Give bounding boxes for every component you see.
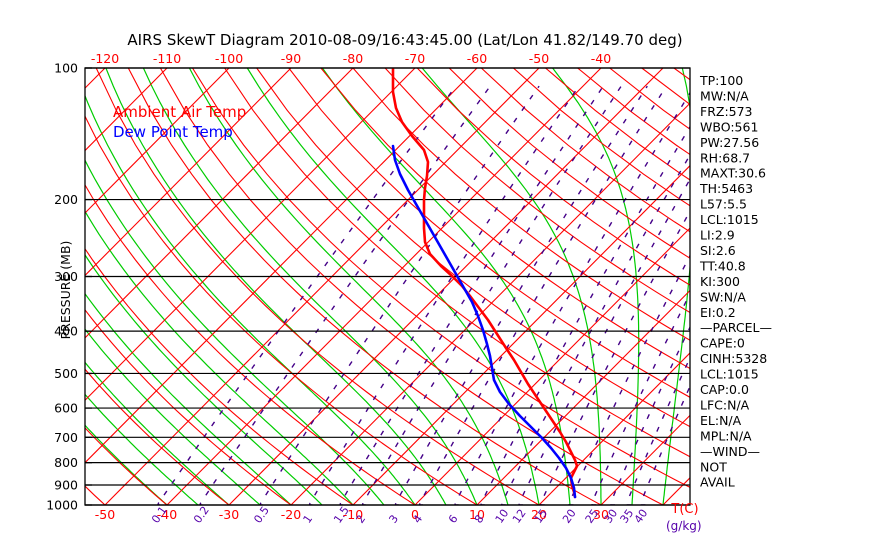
stats-item: LCL:1015 [700,367,759,382]
stats-item: CAPE:0 [700,336,745,351]
stats-item: AVAIL [700,475,735,490]
stats-item: LCL:1015 [700,212,759,227]
pressure-tick: 700 [54,430,78,445]
stats-item: MAXT:30.6 [700,166,766,181]
mixing-ratio-tick: 0.2 [191,504,212,526]
page-title: AIRS SkewT Diagram 2010-08-09/16:43:45.0… [127,31,683,49]
mixing-ratio-lines [157,85,690,505]
temp-tick-bottom: -20 [281,507,301,522]
stats-panel: TP:100MW:N/AFRZ:573WBO:561PW:27.56RH:68.… [699,73,772,490]
pressure-tick: 500 [54,366,78,381]
temp-tick-bottom: -40 [157,507,177,522]
pressure-axis-ticks: 100 200 300 400 500 600 700 800 900 1000 [46,61,92,513]
mixing-ratio-tick: 10 [493,507,512,526]
temp-tick-top: -40 [591,51,611,66]
temp-axis-bottom-ticks: -50 -40 -30 -20 -10 0 10 20 30 [95,507,609,522]
isotherm-lines [85,68,690,505]
temp-tick-top: -120 [91,51,119,66]
temperature-curve [391,68,579,499]
temp-tick-bottom: 20 [531,507,547,522]
pressure-tick: 400 [54,324,78,339]
stats-item: WBO:561 [700,119,758,134]
plot-frame [84,67,691,506]
temp-tick-top: -90 [281,51,301,66]
pressure-tick: 300 [54,269,78,284]
stats-item: FRZ:573 [700,104,753,119]
mixing-ratio-tick: 1 [301,513,316,526]
temp-tick-bottom: -30 [219,507,239,522]
stats-item: KI:300 [700,274,740,289]
stats-item: EL:N/A [700,413,742,428]
stats-item: SW:N/A [700,289,746,304]
stats-item: SI:2.6 [700,243,736,258]
pressure-tick: 1000 [46,498,78,513]
mixing-ratio-tick: 12 [510,507,529,526]
stats-item: —PARCEL— [700,320,772,335]
pressure-tick: 800 [54,455,78,470]
moist-adiabat-lines [85,68,690,505]
stats-item: TH:5463 [699,181,753,196]
stats-item: RH:68.7 [700,150,750,165]
mixing-axis-label: (g/kg) [666,519,702,533]
legend-ambient-air-temp: Ambient Air Temp [113,103,246,121]
temp-tick-top: -60 [467,51,487,66]
temp-tick-bottom: 0 [411,507,419,522]
dewpoint-curve [391,144,577,499]
temp-tick-top: -110 [153,51,181,66]
pressure-tick: 600 [54,401,78,416]
mixing-ratio-tick: 3 [386,513,401,526]
mixing-ratio-tick: 20 [560,507,579,526]
pressure-tick: 900 [54,478,78,493]
temp-axis-top-ticks: -120 -110 -100 -90 -80 -70 -60 -50 -40 [91,51,611,66]
stats-item: PW:27.56 [700,135,759,150]
stats-item: NOT [700,459,727,474]
stats-item: LFC:N/A [700,397,750,412]
pressure-axis-label: PRESSURE (MB) [58,241,73,340]
temp-axis-label: T(C) [670,502,698,517]
stats-item: MW:N/A [700,88,749,103]
pressure-tick: 200 [54,192,78,207]
stats-item: MPL:N/A [700,428,752,443]
temp-tick-bottom: -10 [343,507,363,522]
mixing-ratio-tick: 0.5 [251,504,272,526]
stats-item: LI:2.9 [700,228,735,243]
stats-item: CAP:0.0 [700,382,749,397]
sounding-curves [391,68,579,499]
temp-tick-top: -70 [405,51,425,66]
stats-item: TP:100 [699,73,743,88]
stats-item: TT:40.8 [699,258,746,273]
mixing-ratio-tick: 40 [632,507,651,526]
temp-tick-top: -80 [343,51,363,66]
stats-item: L57:5.5 [700,197,747,212]
temp-tick-top: -50 [529,51,549,66]
temp-tick-bottom: 10 [469,507,485,522]
legend-dew-point-temp: Dew Point Temp [113,123,233,141]
stats-item: EI:0.2 [700,305,736,320]
stats-item: CINH:5328 [700,351,767,366]
temp-tick-bottom: -50 [95,507,115,522]
temp-tick-bottom: 30 [593,507,609,522]
stats-item: —WIND— [700,444,760,459]
pressure-tick: 100 [54,61,78,76]
mixing-ratio-tick: 6 [446,513,461,526]
temp-tick-top: -100 [215,51,243,66]
